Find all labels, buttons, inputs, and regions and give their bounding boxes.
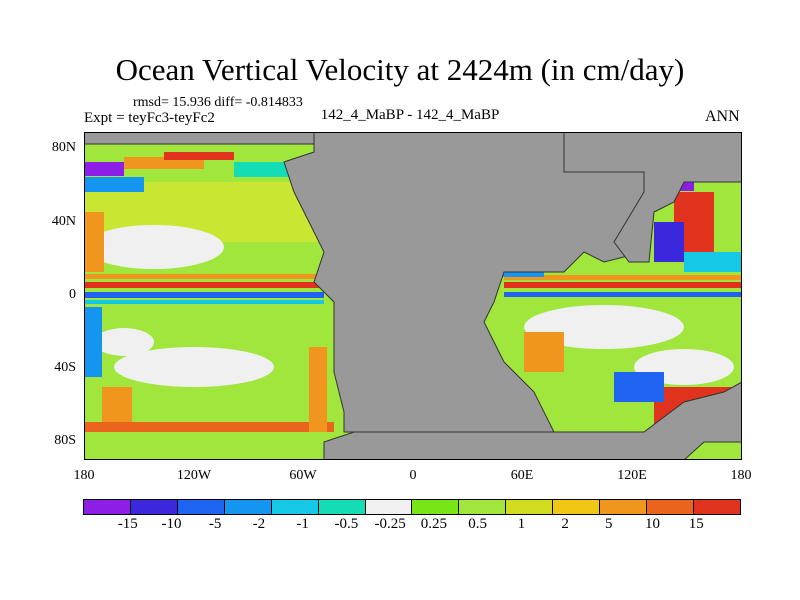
equator-blue-band — [84, 292, 324, 298]
colorbar-label: 15 — [688, 516, 704, 532]
y-tick-80s: 80S — [54, 433, 76, 448]
x-tick-120w: 120W — [176, 468, 212, 483]
colorbar-swatch-10 — [553, 500, 601, 514]
equator-red-band — [84, 282, 324, 288]
colorbar-swatch-5 — [318, 500, 366, 514]
colorbar-swatch-6 — [365, 500, 413, 514]
se-blue — [614, 372, 664, 402]
colorbar-labels: -15 -10 -5 -2 -1 -0.5 -0.25 0.25 0.5 1 2 5 10 15 — [84, 516, 740, 536]
colorbar-label: -5 — [208, 516, 222, 532]
experiment-label: Expt = teyFc3-teyFc2 — [84, 110, 215, 126]
ne-blue — [654, 222, 684, 262]
map-border — [84, 132, 742, 460]
white-patch-np — [84, 225, 224, 269]
colorbar-label: 10 — [645, 516, 661, 532]
y-tick-80n: 80N — [51, 140, 76, 155]
np-west-blue — [84, 307, 102, 377]
colorbar-swatch-4 — [271, 500, 319, 514]
y-tick-0: 0 — [69, 287, 76, 302]
colorbar-label: -15 — [117, 516, 138, 532]
colorbar-label: 5 — [605, 516, 613, 532]
x-tick-0: 0 — [409, 468, 417, 483]
land-south — [323, 381, 742, 460]
colorbar-label: -0.5 — [334, 516, 359, 532]
colorbar-label: 0.5 — [468, 516, 487, 532]
equator-orange-band — [84, 274, 324, 279]
x-tick-180w: 180 — [73, 468, 95, 483]
map-panel — [84, 132, 742, 460]
map-svg — [84, 132, 742, 460]
y-tick-40n: 40N — [51, 214, 76, 229]
io-equator-orange — [504, 275, 742, 280]
colorbar-swatch-0 — [84, 500, 131, 514]
colorbar-swatch-1 — [130, 500, 178, 514]
colorbar-swatch-7 — [412, 500, 460, 514]
colorbar-swatch-13 — [693, 500, 740, 514]
colorbar-label: -2 — [252, 516, 266, 532]
white-patch-sp2 — [94, 328, 154, 356]
equator-cyan-band — [84, 300, 324, 304]
land-east — [563, 132, 742, 263]
sp-west-orange — [102, 387, 132, 427]
plot-title: Ocean Vertical Velocity at 2424m (in cm/… — [115, 52, 685, 87]
colorbar-swatch-9 — [506, 500, 554, 514]
colorbar-label: -0.25 — [374, 516, 406, 532]
ne-cyan — [684, 252, 742, 272]
io-equator-red — [504, 282, 742, 288]
np-red — [164, 152, 234, 160]
x-tick-180e: 180 — [730, 468, 752, 483]
colorbar-label: 0.25 — [420, 516, 447, 532]
colorbar-label: 1 — [517, 516, 526, 532]
np-cyan — [234, 162, 294, 177]
y-tick-40s: 40S — [54, 360, 76, 375]
colorbar-swatch-11 — [600, 500, 648, 514]
colorbar-swatch-8 — [459, 500, 507, 514]
colorbar-label: 2 — [561, 516, 569, 532]
land-west-strip — [84, 132, 315, 145]
np-purple — [84, 162, 124, 176]
pac-east-orange — [309, 347, 327, 432]
x-tick-120e: 120E — [617, 468, 647, 483]
colorbar-swatch-12 — [647, 500, 694, 514]
np-blue — [84, 177, 144, 192]
white-patch-sp1 — [114, 347, 274, 387]
x-tick-60e: 60E — [510, 468, 534, 483]
sp-south-red — [84, 422, 334, 432]
season-label: ANN — [705, 108, 740, 125]
colorbar — [83, 499, 741, 515]
colorbar-label: -1 — [296, 516, 309, 532]
np-west-orange — [84, 212, 104, 272]
io-orange — [524, 332, 564, 372]
colorbar-swatch-2 — [177, 500, 225, 514]
stats-label: rmsd= 15.936 diff= -0.814833 — [133, 95, 303, 110]
colorbar-label: -10 — [161, 516, 182, 532]
x-tick-60w: 60W — [289, 468, 317, 483]
case-label: 142_4_MaBP - 142_4_MaBP — [320, 107, 500, 123]
colorbar-swatch-3 — [224, 500, 272, 514]
io-equator-blue — [504, 292, 742, 297]
